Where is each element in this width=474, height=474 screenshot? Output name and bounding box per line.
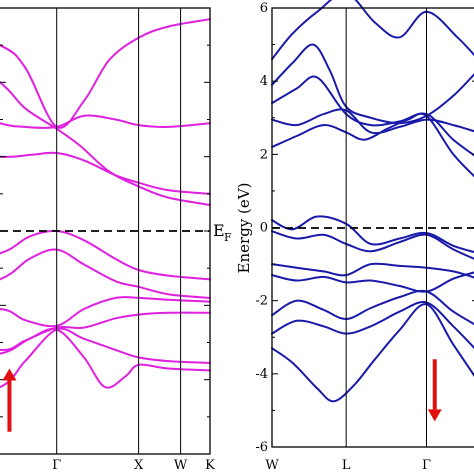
right-panel: -6 -4 -2 0 2 4 6 W L Γ Energy (eV) — [235, 0, 474, 473]
left-band-7 — [0, 295, 211, 328]
right-band-9 — [271, 271, 474, 293]
left-kpoint-label: Γ — [52, 458, 61, 473]
right-band-5 — [271, 112, 474, 178]
y-tick-label: -4 — [255, 367, 268, 382]
left-band-5 — [0, 229, 211, 281]
left-band-3 — [0, 151, 211, 195]
y-tick-label: -6 — [255, 440, 268, 455]
left-panel: Γ X W K E F — [0, 7, 232, 473]
left-arrow-indicator — [2, 368, 17, 432]
right-y-tick-labels: -6 -4 -2 0 2 4 6 — [255, 1, 268, 455]
left-band-1 — [0, 18, 211, 129]
left-band-lines — [0, 18, 211, 389]
right-arrow-head — [427, 409, 442, 422]
y-tick-label: -2 — [255, 294, 268, 309]
left-arrow-head — [2, 368, 17, 381]
right-band-3 — [271, 75, 474, 157]
left-kpoint-label: X — [134, 458, 144, 473]
right-kpoint-label: W — [265, 458, 279, 473]
y-tick-label: 2 — [260, 147, 268, 162]
right-band-10 — [271, 289, 474, 326]
right-kpoint-lines — [345, 8, 427, 447]
y-axis-label: Energy (eV) — [235, 183, 253, 274]
left-band-4 — [0, 81, 211, 206]
y-tick-label: 0 — [260, 221, 268, 236]
right-band-11 — [271, 301, 474, 350]
right-band-12 — [271, 303, 474, 403]
y-tick-label: 6 — [260, 1, 268, 16]
right-y-ticks — [272, 7, 474, 448]
left-kpoint-label: W — [174, 458, 188, 473]
right-arrow-indicator — [427, 359, 442, 422]
left-band-6 — [0, 248, 211, 299]
right-kpoint-label: L — [342, 458, 351, 473]
left-kpoint-label: K — [205, 458, 215, 473]
left-band-8 — [0, 311, 211, 351]
right-band-8 — [271, 262, 474, 279]
right-band-lines — [271, 0, 474, 403]
right-kpoint-label: Γ — [422, 458, 431, 473]
left-band-2 — [0, 114, 211, 129]
right-band-1 — [271, 0, 474, 61]
y-tick-label: 4 — [260, 74, 268, 89]
fermi-label-subscript: F — [224, 231, 232, 244]
right-band-7 — [271, 230, 474, 260]
left-band-10 — [0, 327, 211, 389]
left-kpoint-lines — [56, 8, 182, 454]
right-band-2 — [271, 43, 474, 125]
left-band-9 — [0, 327, 211, 389]
fermi-label: E — [213, 221, 225, 240]
right-band-4 — [271, 108, 474, 135]
right-band-6 — [271, 215, 474, 254]
